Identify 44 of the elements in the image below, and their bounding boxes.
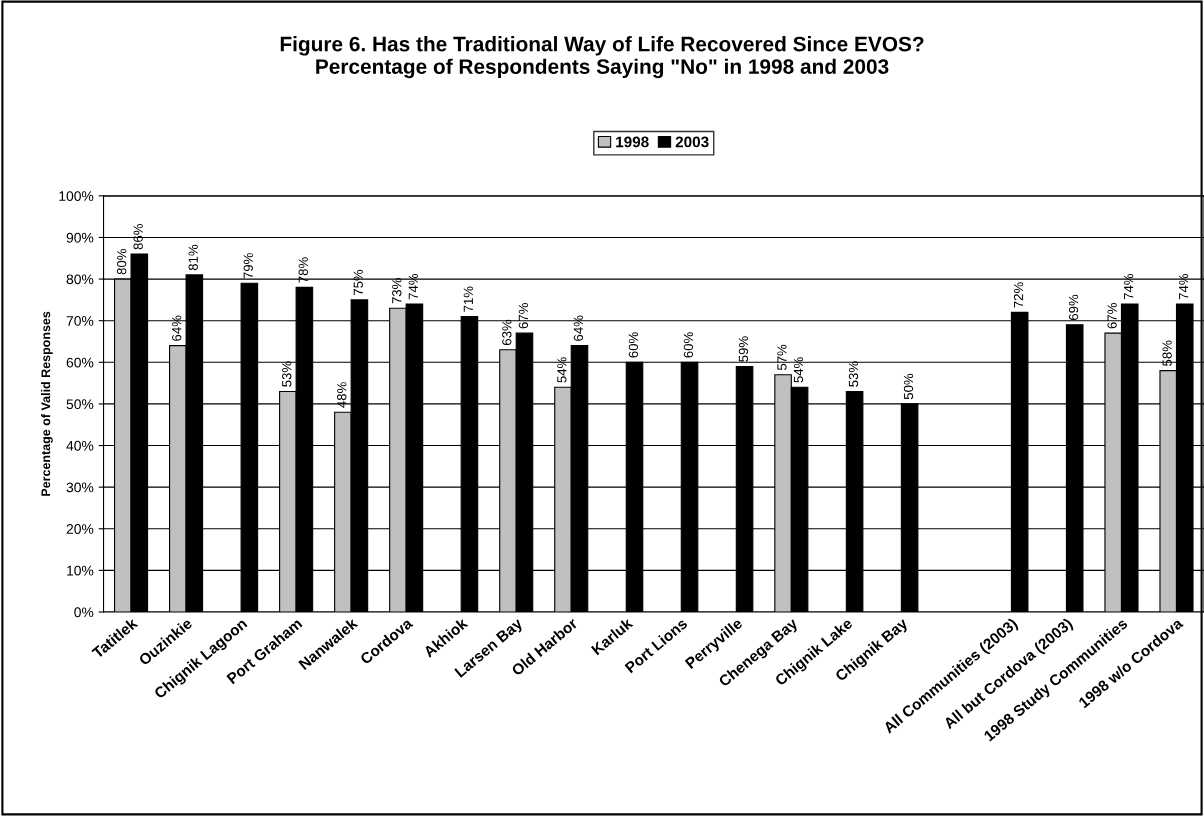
y-axis-title: Percentage of Valid Responses bbox=[41, 311, 53, 496]
data-label: 78% bbox=[298, 257, 308, 283]
data-label: 74% bbox=[408, 273, 418, 300]
y-tick-label: 20% bbox=[66, 524, 94, 534]
y-tick-label: 0% bbox=[74, 607, 94, 618]
y-tick-label: 50% bbox=[66, 399, 94, 410]
data-label: 67% bbox=[518, 303, 529, 329]
data-label: 67% bbox=[1107, 303, 1117, 329]
y-tick-label: 80% bbox=[66, 274, 94, 285]
y-tick-label: 10% bbox=[67, 565, 94, 576]
data-label: 64% bbox=[573, 315, 584, 341]
data-label: 63% bbox=[502, 319, 512, 345]
y-tick-label: 40% bbox=[66, 440, 94, 451]
y-tick-label: 100% bbox=[59, 191, 94, 202]
data-label: 74% bbox=[1179, 273, 1189, 300]
chart-title: Figure 6. Has the Traditional Way of Life Recovered Since EVOS? Percentage of Respondents Saying "No" in 1998 and 2003 bbox=[280, 36, 924, 79]
data-label: 80% bbox=[117, 248, 127, 275]
data-label: 74% bbox=[1123, 273, 1134, 300]
y-tick-label: 70% bbox=[66, 316, 94, 326]
data-label: 59% bbox=[738, 336, 749, 362]
y-tick-label: 60% bbox=[66, 357, 94, 368]
legend-label: 2003 bbox=[675, 136, 709, 148]
data-label: 71% bbox=[463, 286, 473, 312]
data-label: 79% bbox=[243, 253, 253, 279]
y-tick-label: 90% bbox=[66, 232, 94, 243]
data-label: 81% bbox=[188, 244, 198, 271]
data-label: 54% bbox=[793, 357, 804, 383]
data-label: 72% bbox=[1013, 282, 1024, 308]
data-label: 64% bbox=[172, 315, 182, 341]
data-label: 54% bbox=[557, 357, 567, 383]
data-label: 50% bbox=[903, 373, 914, 400]
data-label: 60% bbox=[628, 332, 639, 358]
data-label: 48% bbox=[337, 382, 347, 408]
legend-label: 1998 bbox=[616, 136, 649, 148]
data-label: 86% bbox=[133, 224, 143, 250]
data-label: 53% bbox=[282, 361, 292, 387]
y-tick-label: 30% bbox=[66, 482, 94, 493]
data-label: 60% bbox=[683, 332, 694, 358]
data-label: 53% bbox=[848, 361, 859, 387]
data-label: 57% bbox=[777, 344, 787, 371]
data-label: 58% bbox=[1162, 340, 1172, 366]
data-label: 75% bbox=[353, 269, 363, 296]
data-label: 73% bbox=[392, 278, 402, 304]
data-label: 69% bbox=[1068, 294, 1079, 321]
